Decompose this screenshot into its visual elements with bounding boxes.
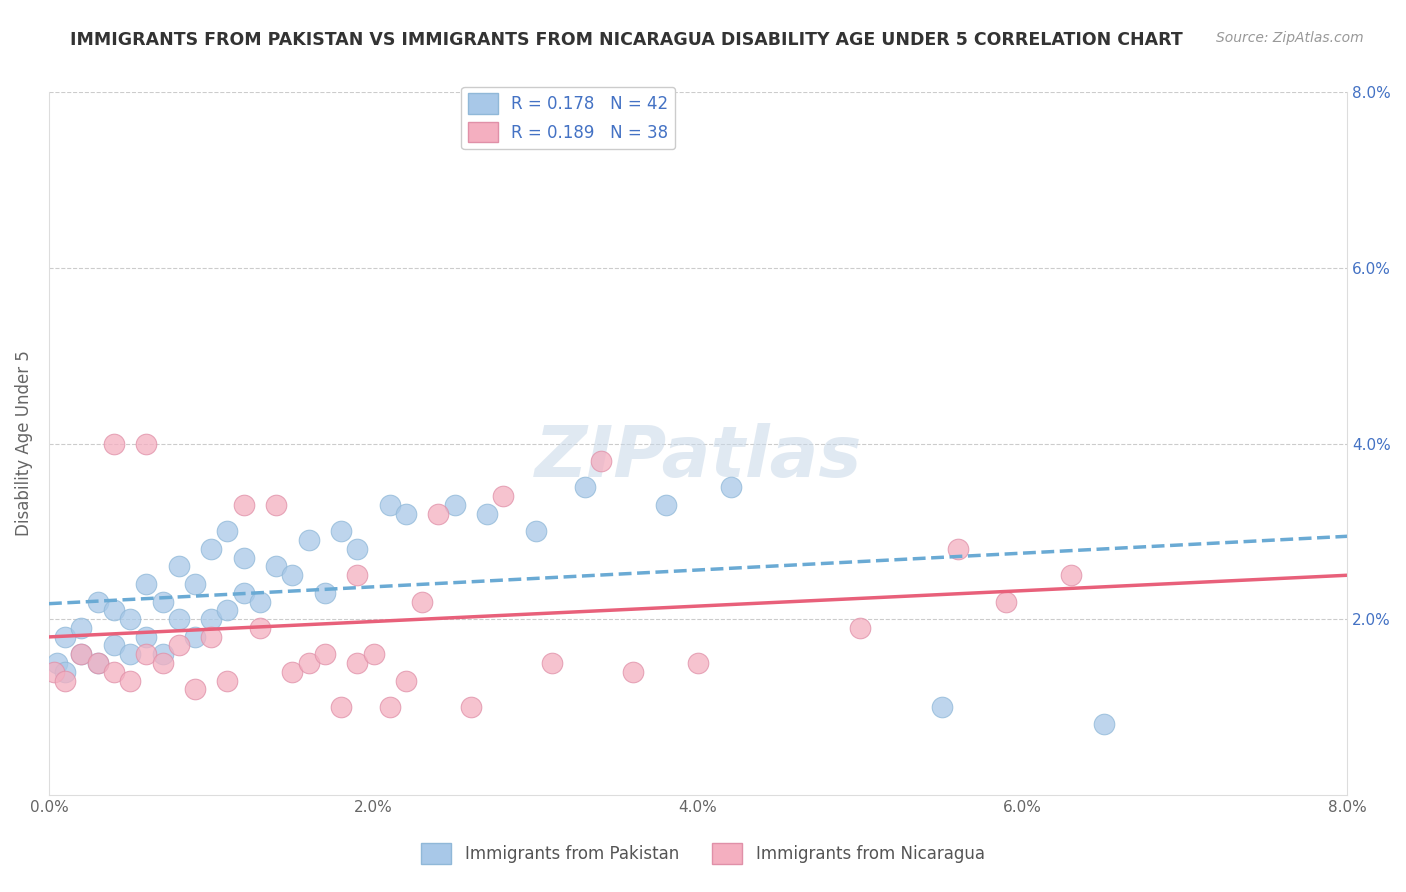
Point — [184, 682, 207, 697]
Point — [378, 498, 401, 512]
Point — [1060, 568, 1083, 582]
Point — [281, 665, 304, 679]
Point — [443, 498, 465, 512]
Point — [346, 656, 368, 670]
Point — [589, 454, 612, 468]
Point — [541, 656, 564, 670]
Point — [574, 480, 596, 494]
Point — [1092, 717, 1115, 731]
Point — [621, 665, 644, 679]
Point — [120, 647, 142, 661]
Point — [395, 673, 418, 688]
Point — [995, 594, 1018, 608]
Point — [411, 594, 433, 608]
Point — [53, 673, 76, 688]
Point — [217, 524, 239, 539]
Point — [849, 621, 872, 635]
Point — [53, 630, 76, 644]
Point — [946, 541, 969, 556]
Point — [135, 647, 157, 661]
Point — [152, 656, 174, 670]
Legend: Immigrants from Pakistan, Immigrants from Nicaragua: Immigrants from Pakistan, Immigrants fro… — [415, 837, 991, 871]
Text: IMMIGRANTS FROM PAKISTAN VS IMMIGRANTS FROM NICARAGUA DISABILITY AGE UNDER 5 COR: IMMIGRANTS FROM PAKISTAN VS IMMIGRANTS F… — [70, 31, 1182, 49]
Point — [70, 647, 93, 661]
Point — [460, 699, 482, 714]
Point — [200, 630, 222, 644]
Point — [264, 559, 287, 574]
Point — [492, 489, 515, 503]
Point — [232, 498, 254, 512]
Point — [298, 656, 321, 670]
Point — [70, 647, 93, 661]
Point — [217, 673, 239, 688]
Text: Source: ZipAtlas.com: Source: ZipAtlas.com — [1216, 31, 1364, 45]
Point — [264, 498, 287, 512]
Point — [217, 603, 239, 617]
Point — [427, 507, 450, 521]
Point — [688, 656, 710, 670]
Point — [395, 507, 418, 521]
Point — [363, 647, 385, 661]
Point — [42, 665, 65, 679]
Point — [378, 699, 401, 714]
Point — [184, 577, 207, 591]
Point — [53, 665, 76, 679]
Point — [135, 577, 157, 591]
Point — [232, 586, 254, 600]
Point — [135, 436, 157, 450]
Text: ZIPatlas: ZIPatlas — [534, 423, 862, 492]
Point — [103, 603, 125, 617]
Point — [152, 647, 174, 661]
Point — [524, 524, 547, 539]
Point — [120, 612, 142, 626]
Point — [346, 568, 368, 582]
Point — [314, 586, 336, 600]
Point — [249, 621, 271, 635]
Point — [184, 630, 207, 644]
Point — [720, 480, 742, 494]
Point — [135, 630, 157, 644]
Point — [86, 656, 108, 670]
Point — [281, 568, 304, 582]
Point — [103, 665, 125, 679]
Point — [232, 550, 254, 565]
Point — [152, 594, 174, 608]
Point — [298, 533, 321, 547]
Point — [931, 699, 953, 714]
Y-axis label: Disability Age Under 5: Disability Age Under 5 — [15, 351, 32, 536]
Point — [314, 647, 336, 661]
Point — [167, 612, 190, 626]
Point — [654, 498, 676, 512]
Point — [200, 612, 222, 626]
Point — [330, 699, 353, 714]
Point — [167, 639, 190, 653]
Point — [103, 639, 125, 653]
Point — [70, 621, 93, 635]
Point — [346, 541, 368, 556]
Point — [200, 541, 222, 556]
Legend: R = 0.178   N = 42, R = 0.189   N = 38: R = 0.178 N = 42, R = 0.189 N = 38 — [461, 87, 675, 149]
Point — [86, 656, 108, 670]
Point — [167, 559, 190, 574]
Point — [103, 436, 125, 450]
Point — [330, 524, 353, 539]
Point — [249, 594, 271, 608]
Point — [120, 673, 142, 688]
Point — [86, 594, 108, 608]
Point — [475, 507, 498, 521]
Point — [46, 656, 69, 670]
